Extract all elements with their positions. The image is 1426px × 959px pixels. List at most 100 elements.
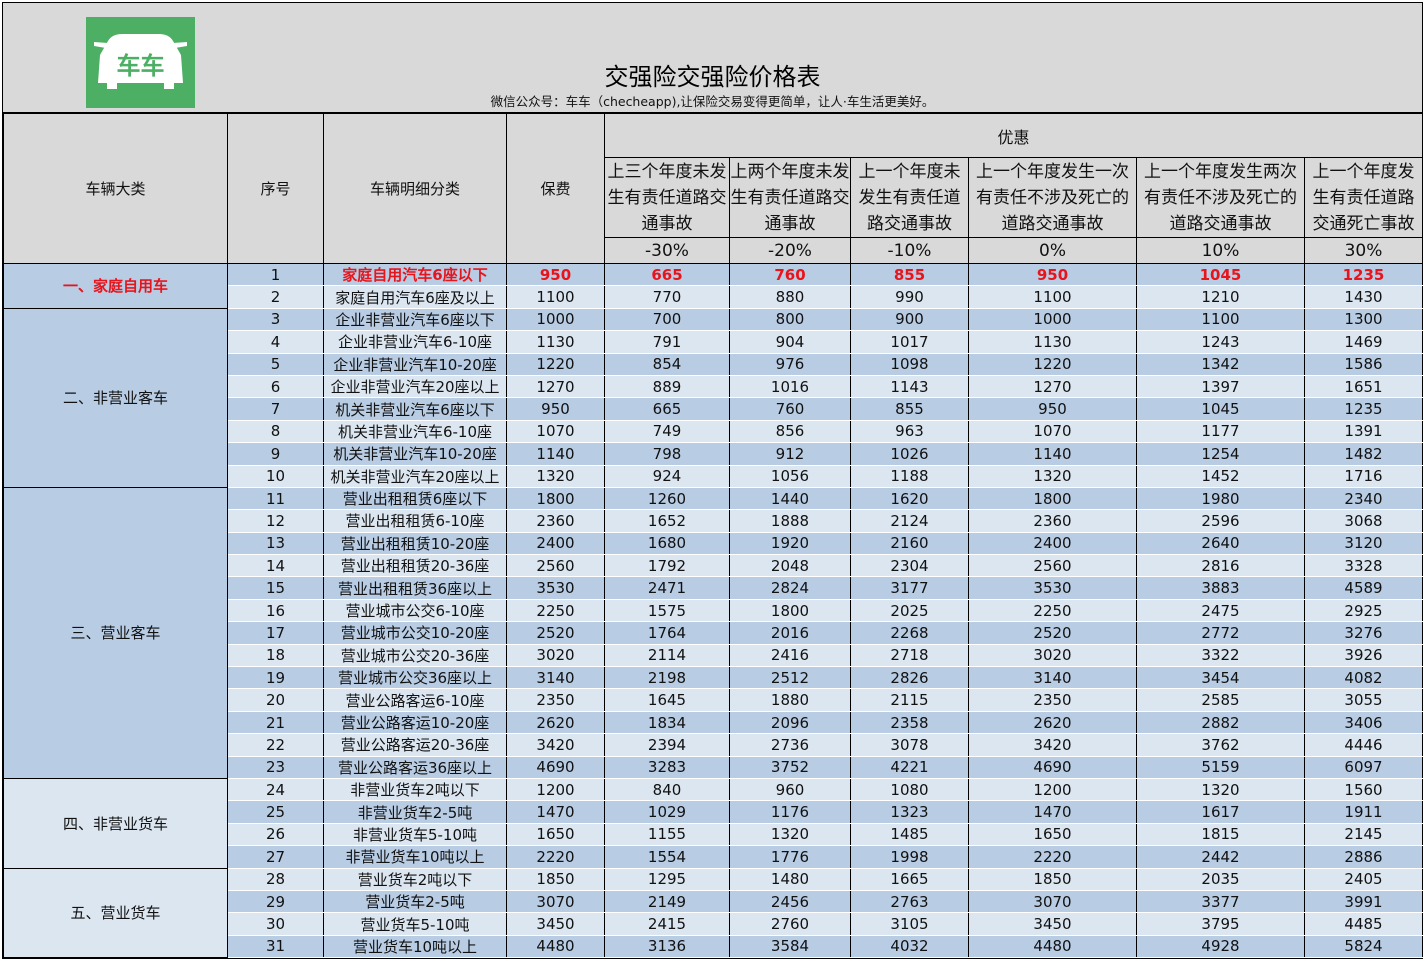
price-20-cell: 1176: [729, 800, 851, 824]
detail-cell: 企业非营业汽车20座以上: [323, 374, 507, 399]
price-20-cell: 2760: [729, 912, 851, 936]
detail-cell: 营业货车10吨以上: [323, 934, 507, 959]
price-20-cell: 760: [729, 262, 851, 287]
detail-cell: 营业出租租赁6-10座: [323, 509, 507, 533]
price+30-cell: 1430: [1303, 285, 1424, 309]
price-20-cell: 1880: [729, 688, 851, 712]
table-row: 7 机关非营业汽车6座以下 950 665 760 855 950 1045 1235: [4, 397, 1424, 421]
premium-cell: 2620: [506, 710, 605, 735]
price+30-cell: 3276: [1303, 621, 1424, 645]
seq-cell: 22: [227, 733, 324, 757]
price-0-cell: 2400: [968, 531, 1137, 556]
price-30-cell: 1029: [604, 800, 730, 824]
premium-cell: 1140: [506, 442, 605, 466]
seq-cell: 31: [227, 934, 324, 959]
price-0-cell: 1850: [968, 867, 1137, 891]
price-20-cell: 2048: [729, 554, 851, 578]
seq-cell: 10: [227, 464, 324, 488]
detail-cell: 营业出租租赁20-36座: [323, 554, 507, 578]
price+10-cell: 1980: [1136, 486, 1305, 511]
header-discount-rate: 0%: [968, 237, 1137, 264]
price+10-cell: 2035: [1136, 867, 1305, 891]
price-30-cell: 924: [604, 464, 730, 488]
price-30-cell: 1575: [604, 598, 730, 623]
price-20-cell: 1056: [729, 464, 851, 488]
seq-cell: 17: [227, 621, 324, 645]
price-10-cell: 2160: [850, 531, 969, 556]
price-10-cell: 2025: [850, 598, 969, 623]
header-discount-condition: 上两个年度未发生有责任道路交通事故: [729, 157, 851, 238]
table-row: 20 营业公路客运6-10座 2350 1645 1880 2115 2350 2585 305…: [4, 688, 1424, 712]
header-discount-condition: 上一个年度未发生有责任道路交通事故: [850, 157, 969, 238]
price+10-cell: 1045: [1136, 397, 1305, 421]
price+30-cell: 1300: [1303, 307, 1424, 332]
price-20-cell: 2512: [729, 666, 851, 690]
seq-cell: 1: [227, 262, 324, 287]
price-20-cell: 960: [729, 777, 851, 802]
detail-cell: 非营业货车2吨以下: [323, 777, 507, 802]
price-10-cell: 963: [850, 419, 969, 444]
table-row: 9 机关非营业汽车10-20座 1140 798 912 1026 1140 1254 1482: [4, 442, 1424, 466]
table-row: 6 企业非营业汽车20座以上 1270 889 1016 1143 1270 1397 1651: [4, 374, 1424, 399]
price+30-cell: 1482: [1303, 442, 1424, 466]
premium-cell: 3450: [506, 912, 605, 936]
price-30-cell: 791: [604, 330, 730, 354]
detail-cell: 机关非营业汽车6-10座: [323, 419, 507, 444]
table-row: 15 营业出租租赁36座以上 3530 2471 2824 3177 3530 3883 458…: [4, 576, 1424, 600]
header-discount-rate: -30%: [604, 237, 730, 264]
price-0-cell: 2250: [968, 598, 1137, 623]
svg-text:车车: 车车: [117, 52, 165, 80]
price-30-cell: 2198: [604, 666, 730, 690]
premium-cell: 2400: [506, 531, 605, 556]
detail-cell: 营业货车2-5吨: [323, 889, 507, 914]
price+30-cell: 1235: [1303, 397, 1424, 421]
seq-cell: 26: [227, 822, 324, 847]
price+10-cell: 1320: [1136, 777, 1305, 802]
price-0-cell: 1200: [968, 777, 1137, 802]
price+30-cell: 1560: [1303, 777, 1424, 802]
table-row: 27 非营业货车10吨以上 2220 1554 1776 1998 2220 2442 2886: [4, 845, 1424, 869]
price-0-cell: 2220: [968, 845, 1137, 869]
price+10-cell: 3883: [1136, 576, 1305, 600]
page-title: 交强险交强险价格表: [604, 63, 821, 91]
price+30-cell: 3055: [1303, 688, 1424, 712]
price+30-cell: 3991: [1303, 889, 1424, 914]
detail-cell: 非营业货车2-5吨: [323, 800, 507, 824]
header-discount-condition: 上一个年度发生一次有责任不涉及死亡的道路交通事故: [968, 157, 1137, 238]
table-row: 26 非营业货车5-10吨 1650 1155 1320 1485 1650 1815 2145: [4, 822, 1424, 847]
price+10-cell: 2585: [1136, 688, 1305, 712]
seq-cell: 9: [227, 442, 324, 466]
title-area: 车车 交强险交强险价格表 微信公众号：车车（checheapp),让保险交易变得…: [3, 3, 1422, 113]
premium-cell: 1070: [506, 419, 605, 444]
price-30-cell: 700: [604, 307, 730, 332]
seq-cell: 4: [227, 330, 324, 354]
header-discount-condition: 上一个年度发生两次有责任不涉及死亡的道路交通事故: [1136, 157, 1305, 238]
price-0-cell: 1000: [968, 307, 1137, 332]
seq-cell: 11: [227, 486, 324, 511]
seq-cell: 2: [227, 285, 324, 309]
price+30-cell: 2925: [1303, 598, 1424, 623]
detail-cell: 营业公路客运10-20座: [323, 710, 507, 735]
premium-cell: 2520: [506, 621, 605, 645]
premium-cell: 1200: [506, 777, 605, 802]
price+30-cell: 1469: [1303, 330, 1424, 354]
price-30-cell: 2471: [604, 576, 730, 600]
price+10-cell: 3795: [1136, 912, 1305, 936]
price-20-cell: 1920: [729, 531, 851, 556]
price-0-cell: 1140: [968, 442, 1137, 466]
premium-cell: 4690: [506, 755, 605, 779]
seq-cell: 19: [227, 666, 324, 690]
seq-cell: 25: [227, 800, 324, 824]
price-10-cell: 855: [850, 262, 969, 287]
price-10-cell: 2124: [850, 509, 969, 533]
header-discount-condition: 上一个年度发生有责任道路交通死亡事故: [1303, 157, 1424, 238]
header-discount-rate: -10%: [850, 237, 969, 264]
price-0-cell: 950: [968, 262, 1137, 287]
price-0-cell: 950: [968, 397, 1137, 421]
price-20-cell: 1776: [729, 845, 851, 869]
seq-cell: 23: [227, 755, 324, 779]
premium-cell: 2360: [506, 509, 605, 533]
detail-cell: 营业货车5-10吨: [323, 912, 507, 936]
seq-cell: 28: [227, 867, 324, 891]
